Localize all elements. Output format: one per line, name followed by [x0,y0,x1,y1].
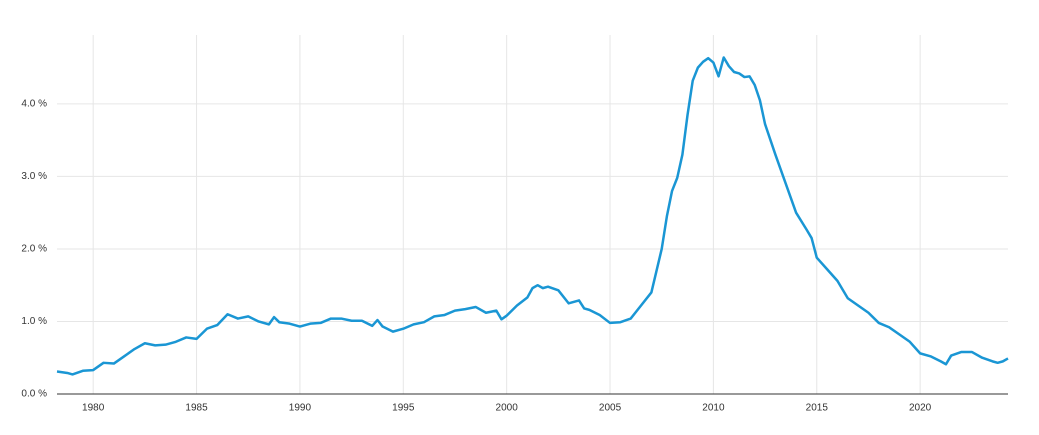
y-tick-label: 4.0 % [21,99,47,110]
y-tick-label: 3.0 % [21,171,47,182]
x-tick-label: 2005 [599,403,622,414]
x-tick-label: 1985 [185,403,208,414]
x-tick-label: 1995 [392,403,415,414]
x-tick-label: 2015 [806,403,829,414]
x-tick-label: 2010 [702,403,725,414]
x-tick-label: 1980 [82,403,105,414]
x-tick-label: 2020 [909,403,932,414]
y-tick-label: 2.0 % [21,244,47,255]
y-tick-label: 1.0 % [21,316,47,327]
data-line [56,56,1009,376]
x-tick-label: 1990 [289,403,312,414]
x-tick-label: 2000 [496,403,519,414]
y-tick-label: 0.0 % [21,389,47,400]
